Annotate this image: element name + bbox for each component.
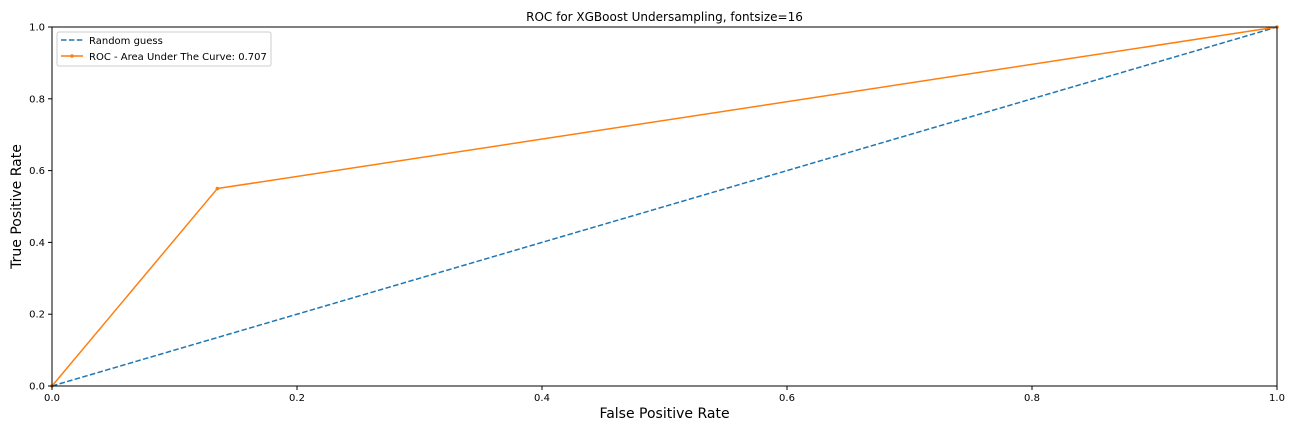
y-tick-label: 0.8 (29, 94, 45, 105)
y-axis-ticks: 0.0 0.2 0.4 0.6 0.8 1.0 (29, 23, 52, 393)
y-tick-label: 0.6 (29, 166, 45, 177)
x-axis-ticks: 0.0 0.2 0.4 0.6 0.8 1.0 (44, 386, 1285, 404)
x-tick-label: 0.2 (289, 393, 305, 404)
x-tick-label: 0.8 (1024, 393, 1040, 404)
y-tick-label: 1.0 (29, 23, 45, 34)
x-tick-label: 0.4 (534, 393, 550, 404)
x-tick-label: 1.0 (1269, 393, 1285, 404)
legend-label-roc: ROC - Area Under The Curve: 0.707 (89, 52, 267, 63)
chart-title: ROC for XGBoost Undersampling, fontsize=… (526, 10, 803, 24)
y-tick-label: 0.4 (29, 238, 45, 249)
x-axis-label: False Positive Rate (599, 406, 729, 422)
y-axis-label: True Positive Rate (9, 144, 25, 270)
y-tick-label: 0.0 (29, 382, 45, 393)
legend-label-random-guess: Random guess (89, 36, 163, 47)
series-point-1 (215, 186, 220, 191)
legend-marker-roc (70, 54, 74, 58)
y-tick-label: 0.2 (29, 310, 45, 321)
series-line-0 (51, 26, 1278, 387)
legend: Random guess ROC - Area Under The Curve:… (56, 31, 272, 67)
x-tick-label: 0.6 (779, 393, 795, 404)
plot-frame (51, 26, 1278, 387)
x-tick-label: 0.0 (44, 393, 60, 404)
legend-box (56, 31, 272, 67)
